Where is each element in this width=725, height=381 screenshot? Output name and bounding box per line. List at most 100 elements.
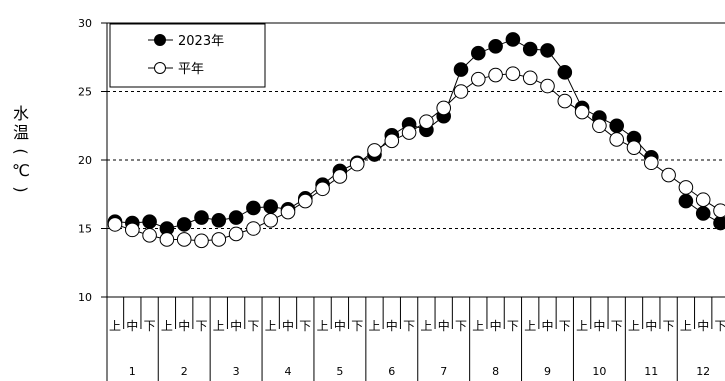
period-label: 上 [524, 319, 536, 333]
y-tick-label: 10 [78, 291, 92, 304]
period-label: 上 [576, 319, 588, 333]
gridlines [107, 91, 725, 229]
period-label: 下 [195, 319, 207, 333]
period-label: 上 [213, 319, 225, 333]
month-label: 7 [440, 365, 447, 378]
period-label: 上 [420, 319, 432, 333]
data-point-2023 [471, 45, 486, 61]
period-label: 中 [541, 318, 553, 333]
month-label: 10 [592, 365, 606, 378]
period-label: 下 [663, 319, 675, 333]
data-point-2023 [695, 206, 711, 221]
y-axis-label-char: ( [11, 148, 31, 155]
data-point-normal [453, 84, 469, 99]
month-label: 12 [696, 365, 710, 378]
period-label: 上 [680, 319, 692, 333]
data-point-normal [246, 221, 261, 236]
y-tick-label: 20 [78, 154, 92, 167]
data-point-normal [107, 217, 123, 232]
period-label: 中 [282, 318, 294, 333]
y-tick-labels: 10 15 20 25 30 [78, 17, 92, 304]
data-point-normal [488, 67, 503, 83]
period-label: 上 [472, 319, 484, 333]
data-point-2023 [453, 62, 469, 77]
period-label: 下 [455, 319, 467, 333]
period-label: 中 [230, 318, 242, 333]
data-point-normal [713, 203, 725, 218]
data-point-normal [626, 140, 642, 155]
period-label: 上 [317, 319, 329, 333]
data-point-normal [159, 232, 175, 247]
data-point-2023 [522, 41, 538, 57]
month-label: 2 [181, 365, 188, 378]
data-point-normal [298, 193, 313, 209]
y-axis-label-char: ) [11, 186, 31, 193]
y-axis-label-char: 水 [12, 104, 29, 123]
period-label: 下 [403, 319, 415, 333]
data-point-2023 [176, 217, 192, 232]
data-point-normal [592, 118, 607, 134]
legend-marker-2023 [154, 34, 166, 46]
period-label: 下 [299, 319, 311, 333]
data-point-2023 [488, 38, 503, 54]
data-point-normal [349, 156, 365, 172]
period-label: 上 [109, 319, 121, 333]
data-point-2023 [228, 210, 244, 225]
period-label: 下 [611, 319, 623, 333]
period-label: 下 [144, 319, 156, 333]
period-label: 中 [438, 318, 450, 333]
data-point-normal [263, 212, 279, 228]
period-label: 下 [351, 319, 363, 333]
month-label: 4 [285, 365, 292, 378]
period-label: 上 [161, 319, 173, 333]
period-label: 中 [386, 318, 398, 333]
data-point-normal [574, 104, 590, 120]
month-label: 5 [336, 365, 343, 378]
data-point-normal [280, 204, 296, 220]
period-label: 中 [126, 318, 138, 333]
data-point-normal [419, 114, 434, 129]
month-label: 8 [492, 365, 499, 378]
axes [101, 22, 725, 381]
month-label: 3 [233, 365, 240, 378]
month-label: 11 [644, 365, 658, 378]
period-label: 中 [593, 318, 605, 333]
data-point-normal [436, 100, 452, 116]
data-point-normal [540, 78, 555, 94]
data-point-normal [471, 71, 486, 87]
period-label: 中 [334, 318, 346, 333]
period-label: 上 [628, 319, 640, 333]
data-point-normal [384, 133, 400, 149]
data-point-2023 [609, 118, 625, 134]
data-point-normal [505, 66, 521, 81]
data-point-normal [125, 222, 140, 238]
data-point-normal [557, 93, 573, 109]
period-label: 中 [697, 318, 709, 333]
series-group [107, 32, 725, 249]
month-label: 6 [388, 365, 395, 378]
period-label: 下 [559, 319, 571, 333]
data-point-normal [661, 167, 676, 183]
y-tick-label: 15 [78, 223, 92, 236]
data-point-normal [315, 181, 330, 197]
data-point-normal [678, 180, 694, 195]
y-tick-label: 30 [78, 17, 92, 30]
period-label: 上 [265, 319, 277, 333]
data-point-2023 [540, 43, 555, 58]
data-point-normal [522, 70, 538, 86]
period-label: 中 [490, 318, 502, 333]
data-point-2023 [678, 193, 694, 209]
legend-label: 平年 [178, 62, 204, 77]
period-label: 下 [714, 319, 725, 333]
legend-label: 2023年 [178, 34, 224, 49]
data-point-normal [609, 132, 625, 147]
y-axis-label-char: ℃ [12, 161, 30, 180]
y-axis-label: 水 温 ( ℃ ) [8, 104, 34, 199]
data-point-normal [401, 125, 417, 140]
period-label: 下 [247, 319, 259, 333]
data-point-2023 [194, 210, 209, 225]
data-point-normal [211, 232, 227, 247]
period-label: 中 [178, 318, 190, 333]
